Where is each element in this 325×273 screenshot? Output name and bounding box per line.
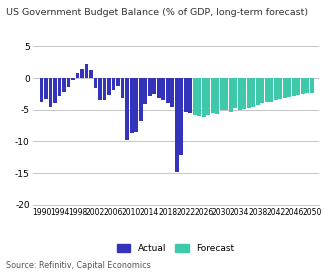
Bar [233,78,237,108]
Bar [193,78,197,115]
Bar [238,78,241,110]
Bar [62,78,66,92]
Bar [301,78,305,94]
Bar [98,78,102,100]
Bar [175,78,178,173]
Bar [58,78,61,96]
Bar [80,69,84,78]
Text: US Government Budget Balance (% of GDP, long-term forecast): US Government Budget Balance (% of GDP, … [6,8,309,17]
Bar [121,78,124,98]
Bar [170,78,174,107]
Bar [112,78,115,90]
Bar [274,78,278,100]
Bar [296,78,300,95]
Bar [251,78,255,106]
Bar [184,78,188,112]
Bar [283,78,287,98]
Bar [287,78,291,97]
Bar [265,78,269,102]
Bar [157,78,161,98]
Bar [130,78,134,133]
Bar [206,78,210,115]
Legend: Actual, Forecast: Actual, Forecast [117,244,234,253]
Bar [220,78,224,110]
Bar [71,78,75,80]
Bar [134,78,138,132]
Bar [242,78,246,109]
Text: Source: Refinitiv, Capital Economics: Source: Refinitiv, Capital Economics [6,261,151,270]
Bar [260,78,264,103]
Bar [49,78,52,106]
Bar [224,78,228,110]
Bar [269,78,273,102]
Bar [229,78,233,112]
Bar [76,73,79,78]
Bar [292,78,296,96]
Bar [103,78,107,100]
Bar [84,64,88,78]
Bar [40,78,44,102]
Bar [188,78,192,113]
Bar [310,78,314,93]
Bar [143,78,147,104]
Bar [211,78,214,113]
Bar [152,78,156,94]
Bar [197,78,201,116]
Bar [202,78,206,117]
Bar [148,78,151,96]
Bar [44,78,48,99]
Bar [67,78,71,87]
Bar [89,70,93,78]
Bar [278,78,282,99]
Bar [166,78,170,103]
Bar [179,78,183,155]
Bar [247,78,251,108]
Bar [107,78,111,94]
Bar [161,78,165,100]
Bar [116,78,120,86]
Bar [53,78,57,103]
Bar [305,78,309,93]
Bar [215,78,219,114]
Bar [139,78,142,121]
Bar [256,78,260,105]
Bar [94,78,98,88]
Bar [125,78,129,140]
